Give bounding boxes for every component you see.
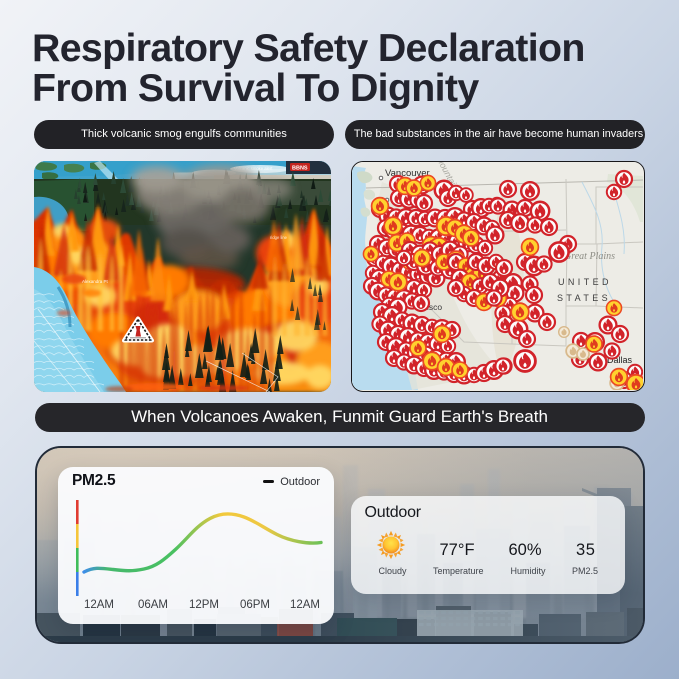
svg-text:ncisco: ncisco [418,302,442,312]
svg-text:UNITED: UNITED [558,277,612,287]
svg-text:Vancouver: Vancouver [385,168,430,179]
svg-text:Great Plains: Great Plains [564,251,615,262]
svg-text:Alexandra Pt: Alexandra Pt [82,279,109,284]
svg-text:ridge line: ridge line [270,235,288,240]
svg-text:STATES: STATES [557,293,611,303]
svg-text:Volcanic smoke alert: Volcanic smoke alert [234,166,273,171]
svg-text:BBNS: BBNS [292,166,308,172]
svg-text:Dallas: Dallas [607,355,633,365]
